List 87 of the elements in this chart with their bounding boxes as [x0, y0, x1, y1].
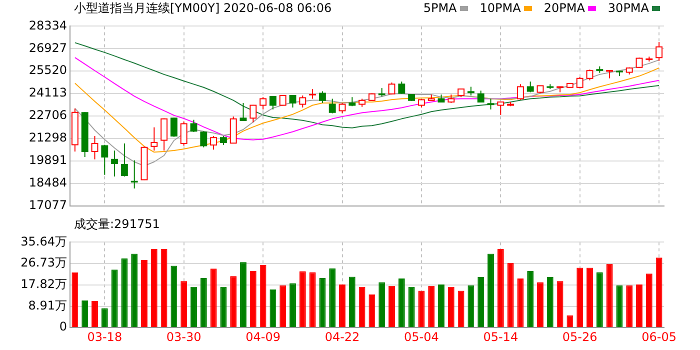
x-tick-label: 06-05: [642, 330, 676, 344]
bar: [141, 260, 148, 328]
bar: [398, 278, 405, 328]
bar: [131, 254, 138, 328]
bar: [190, 286, 197, 328]
y-tick-label: 17077: [28, 198, 67, 212]
bar: [566, 315, 574, 328]
bar: [497, 249, 504, 328]
bar: [378, 282, 386, 328]
legend-label: 20PMA: [544, 1, 585, 15]
bar: [220, 286, 227, 328]
bar: [290, 283, 296, 328]
bar: [556, 281, 564, 328]
bar: [348, 276, 356, 328]
bar: [468, 285, 474, 328]
bar: [150, 249, 158, 328]
bar: [418, 290, 425, 328]
bar: [240, 262, 246, 328]
y-tick-label: 26927: [28, 40, 67, 55]
bar: [646, 274, 652, 328]
x-tick-label: 05-04: [404, 330, 439, 344]
bar: [488, 254, 494, 328]
bar: [408, 286, 415, 328]
chart-title: 成交量:291751: [74, 216, 160, 232]
bar: [636, 284, 642, 328]
legend-label: 5PMA: [423, 1, 457, 15]
y-tick-label: 24113: [28, 86, 67, 100]
y-tick-label: 19891: [28, 153, 67, 168]
bar: [260, 265, 266, 328]
bar: [160, 249, 168, 328]
bar: [111, 270, 118, 328]
bar: [270, 290, 276, 328]
bar: [478, 277, 484, 328]
bar: [339, 284, 346, 328]
bar: [586, 268, 593, 328]
bar: [527, 271, 534, 328]
bar: [121, 258, 128, 328]
bar: [576, 268, 584, 328]
bar: [299, 271, 306, 328]
x-tick-label: 04-22: [324, 330, 360, 344]
bar: [368, 294, 376, 328]
legend-label: 10PMA: [480, 1, 521, 15]
bar: [458, 290, 464, 328]
bar: [180, 281, 188, 328]
y-tick-label: 18484: [28, 175, 67, 190]
bar: [507, 262, 514, 328]
bar: [428, 286, 435, 328]
bar: [170, 266, 178, 328]
bar: [358, 286, 366, 328]
bar: [656, 258, 662, 328]
x-tick-label: 04-09: [246, 330, 280, 344]
bar: [517, 278, 524, 328]
legend-label: 30PMA: [608, 1, 649, 15]
y-tick-label: 0: [59, 320, 67, 334]
bar: [448, 286, 454, 328]
bar: [438, 284, 444, 328]
bar: [319, 278, 326, 328]
x-tick-label: 03-18: [87, 330, 122, 344]
y-tick-label: 35.64万: [20, 234, 67, 248]
bar: [210, 268, 217, 328]
x-tick-label: 03-30: [166, 330, 202, 344]
bar: [280, 285, 286, 328]
bar: [200, 278, 207, 328]
bar: [101, 308, 108, 328]
bar: [596, 272, 603, 328]
bar: [329, 268, 336, 328]
y-tick-label: 22706: [28, 108, 67, 122]
x-tick-label: 05-26: [562, 330, 598, 344]
bar: [388, 286, 395, 328]
bar: [72, 272, 78, 328]
bar: [606, 264, 613, 328]
y-tick-label: 25520: [28, 63, 67, 78]
bar: [626, 285, 633, 328]
bar: [616, 285, 623, 328]
y-tick-label: 26.73万: [20, 256, 67, 270]
bar: [309, 272, 316, 328]
bar: [537, 282, 544, 328]
bar: [250, 271, 256, 328]
chart-title: 小型道指当月连续[YM00Y] 2020-06-08 06:06: [74, 0, 332, 16]
y-tick-label: 17.82万: [20, 277, 67, 292]
bar: [92, 301, 98, 328]
bar: [230, 276, 237, 328]
y-tick-label: 21298: [28, 130, 67, 145]
y-tick-label: 8.91万: [28, 298, 67, 312]
x-tick-label: 05-14: [483, 330, 518, 344]
bar: [546, 277, 554, 328]
y-tick-label: 28334: [28, 18, 67, 32]
